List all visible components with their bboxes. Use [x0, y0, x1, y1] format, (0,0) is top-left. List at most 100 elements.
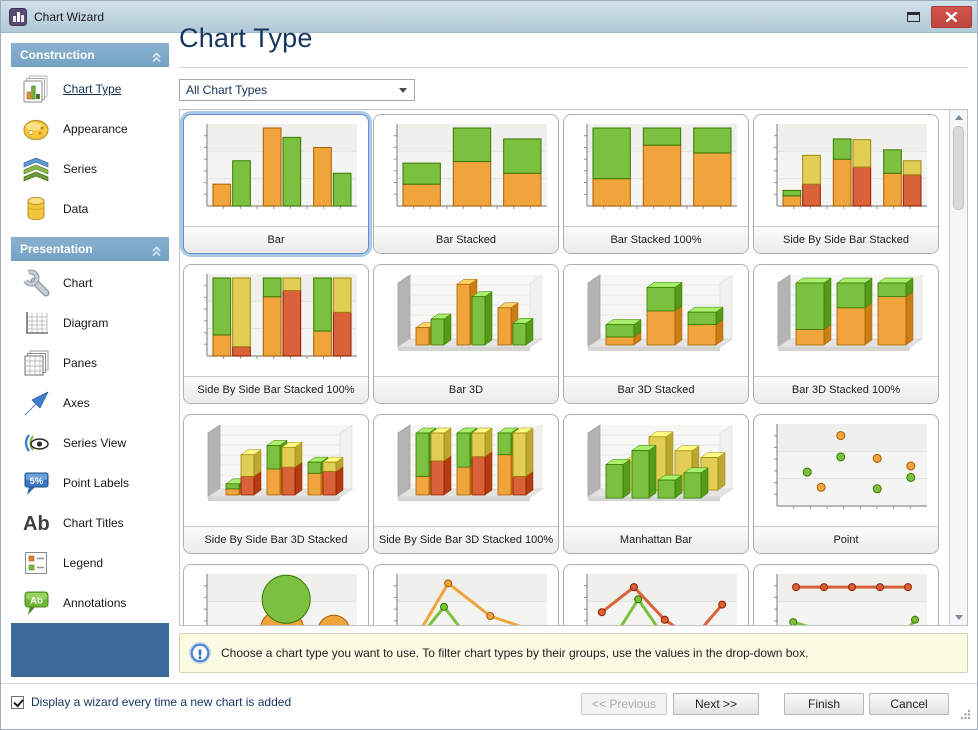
sidebar-item-label: Panes: [63, 356, 98, 370]
sidebar-group-label: Presentation: [20, 242, 93, 256]
chart-type-tile-partial-15[interactable]: [563, 564, 749, 625]
sidebar-item-appearance[interactable]: Appearance: [11, 109, 169, 149]
info-icon: [189, 642, 211, 664]
sidebar-item-chart[interactable]: Chart: [11, 263, 169, 303]
chart-wizard-app-icon: [9, 8, 27, 26]
chart-thumbnail: [754, 115, 938, 227]
chart-type-tile-label: Bar: [184, 226, 368, 253]
chart-type-filter-dropdown[interactable]: All Chart Types: [179, 79, 415, 101]
sidebar-item-diagram[interactable]: Diagram: [11, 303, 169, 343]
finish-button[interactable]: Finish: [784, 693, 864, 715]
chart-type-tile-point[interactable]: Point: [753, 414, 939, 554]
sidebar: Construction Chart Type Appearance Serie…: [11, 43, 169, 631]
chart-type-tile-bar-3d-stacked[interactable]: Bar 3D Stacked: [563, 264, 749, 404]
titlebar[interactable]: Chart Wizard: [1, 1, 977, 33]
sidebar-item-label: Data: [63, 202, 89, 216]
sidebar-item-series-view[interactable]: Series View: [11, 423, 169, 463]
chart-type-icon: [21, 74, 51, 104]
chart-type-tile-label: Point: [754, 526, 938, 553]
chart-type-tile-partial-16[interactable]: [753, 564, 939, 625]
chart-thumbnail: [184, 565, 368, 625]
sidebar-item-series[interactable]: Series: [11, 149, 169, 189]
chart-thumbnail: [374, 115, 558, 227]
chevron-down-icon: [399, 88, 407, 93]
sidebar-item-data[interactable]: Data: [11, 189, 169, 229]
chart-type-tile-label: Side By Side Bar 3D Stacked 100%: [374, 526, 558, 553]
chart-type-tile-bar-3d-stacked-100[interactable]: Bar 3D Stacked 100%: [753, 264, 939, 404]
sidebar-item-label: Legend: [63, 556, 104, 570]
svg-text:5%: 5%: [30, 476, 44, 487]
cancel-button[interactable]: Cancel: [869, 693, 949, 715]
resize-grip[interactable]: [960, 707, 971, 725]
sidebar-item-label: Diagram: [63, 316, 109, 330]
maximize-button[interactable]: [907, 12, 921, 23]
wrench-icon: [21, 268, 51, 298]
sidebar-item-label: Annotations: [63, 596, 127, 610]
chart-type-tile-bar-3d[interactable]: Bar 3D: [373, 264, 559, 404]
palette-icon: [21, 114, 51, 144]
scroll-up-button[interactable]: [950, 110, 967, 125]
chart-type-list: Point Manhattan Bar Side By Side Bar 3D St…: [179, 109, 968, 626]
sidebar-item-label: Appearance: [63, 122, 128, 136]
next-button[interactable]: Next >>: [673, 693, 759, 715]
chart-thumbnail: [564, 415, 748, 527]
chart-type-tile-label: Bar Stacked 100%: [564, 226, 748, 253]
scrollbar-thumb[interactable]: [953, 126, 964, 210]
chart-type-tile-label: Side By Side Bar Stacked 100%: [184, 376, 368, 403]
chart-thumbnail: [754, 415, 938, 527]
sidebar-footer-panel: [11, 623, 169, 677]
sidebar-item-annotations[interactable]: Ab Annotations: [11, 583, 169, 623]
chart-type-tile-partial-13[interactable]: [183, 564, 369, 625]
chart-thumbnail: [184, 115, 368, 227]
close-icon: [946, 12, 957, 22]
scroll-down-button[interactable]: [950, 610, 967, 625]
sidebar-item-panes[interactable]: Panes: [11, 343, 169, 383]
chart-thumbnail: [564, 115, 748, 227]
chart-type-tile-side-by-side-bar-stacked-100[interactable]: Side By Side Bar Stacked 100%: [183, 264, 369, 404]
database-icon: [21, 194, 51, 224]
annotations-icon: Ab: [21, 588, 51, 618]
chart-type-tile-bar-stacked[interactable]: Bar Stacked: [373, 114, 559, 254]
chart-type-tile-bar-stacked-100[interactable]: Bar Stacked 100%: [563, 114, 749, 254]
chart-type-tile-label: Bar 3D: [374, 376, 558, 403]
sidebar-item-point-labels[interactable]: 5% Point Labels: [11, 463, 169, 503]
previous-button: << Previous: [581, 693, 667, 715]
chart-type-tile-label: Bar Stacked: [374, 226, 558, 253]
chart-type-tile-bar[interactable]: Bar: [183, 114, 369, 254]
chart-type-tile-side-by-side-bar-3d-stacked-100[interactable]: Side By Side Bar 3D Stacked 100%: [373, 414, 559, 554]
page-title: Chart Type: [179, 23, 313, 53]
series-view-icon: [21, 428, 51, 458]
series-icon: [21, 154, 51, 184]
chart-titles-icon: Ab: [21, 508, 51, 538]
chart-thumbnail: [374, 565, 558, 625]
chart-type-tile-partial-14[interactable]: [373, 564, 559, 625]
scrollbar[interactable]: [949, 110, 967, 625]
chart-type-tile-side-by-side-bar-3d-stacked[interactable]: Side By Side Bar 3D Stacked: [183, 414, 369, 554]
sidebar-group-header-construction[interactable]: Construction: [11, 43, 169, 67]
point-labels-icon: 5%: [21, 468, 51, 498]
chart-type-tile-manhattan-bar[interactable]: Manhattan Bar: [563, 414, 749, 554]
chart-thumbnail: [374, 415, 558, 527]
display-wizard-checkbox[interactable]: Display a wizard every time a new chart …: [11, 695, 291, 709]
chart-type-tile-label: Side By Side Bar 3D Stacked: [184, 526, 368, 553]
sidebar-item-label: Series View: [63, 436, 127, 450]
sidebar-item-label: Chart: [63, 276, 93, 290]
chart-thumbnail: [754, 565, 938, 625]
sidebar-item-chart-type[interactable]: Chart Type: [11, 69, 169, 109]
sidebar-item-label: Chart Titles: [63, 516, 124, 530]
chart-type-tile-side-by-side-bar-stacked[interactable]: Side By Side Bar Stacked: [753, 114, 939, 254]
sidebar-group-label: Construction: [20, 48, 95, 62]
sidebar-group-header-presentation[interactable]: Presentation: [11, 237, 169, 261]
chart-thumbnail: [374, 265, 558, 377]
sidebar-item-label: Point Labels: [63, 476, 130, 490]
close-button[interactable]: [931, 6, 972, 28]
diagram-icon: [21, 308, 51, 338]
chart-type-tile-label: Manhattan Bar: [564, 526, 748, 553]
info-bar-text: Choose a chart type you want to use. To …: [221, 646, 809, 660]
sidebar-item-chart-titles[interactable]: Ab Chart Titles: [11, 503, 169, 543]
heading-divider: [179, 67, 968, 68]
sidebar-item-axes[interactable]: Axes: [11, 383, 169, 423]
chevron-up-icon: [150, 48, 163, 72]
sidebar-item-legend[interactable]: Legend: [11, 543, 169, 583]
maximize-icon: [907, 12, 920, 22]
